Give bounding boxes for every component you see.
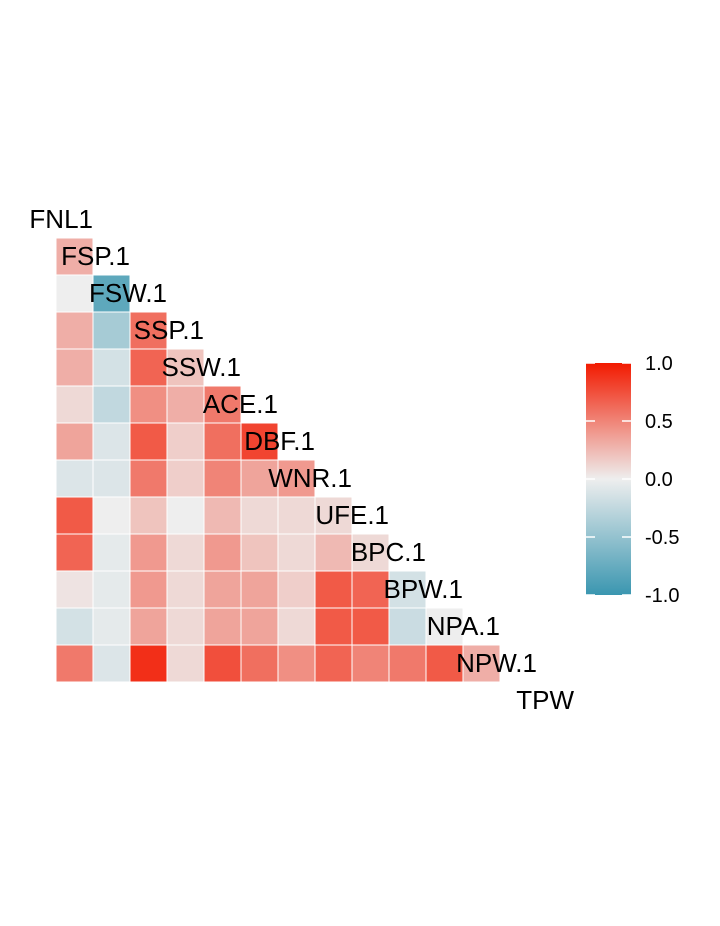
heatmap-cell-npw-ssw [203,644,242,683]
heatmap-cell-ace-ssp [166,385,205,424]
heatmap-cell-bpw-bpc [388,570,427,609]
diagonal-label-npw: NPW.1 [456,648,537,678]
diagonal-label-fnl: FNL1 [29,204,93,234]
heatmap-cell-ssp-fnl [55,311,94,350]
color-legend: 1.0 0.5 0.0 -0.5 -1.0 [586,353,679,607]
diagonal-label-bpc: BPC.1 [351,537,426,567]
heatmap-cell-bpc-fnl [55,533,94,572]
heatmap-cell-npw-npa [462,644,501,683]
heatmap-cell-dbf-fsp [92,422,131,461]
heatmap-cell-ufe-fsw [129,496,168,535]
heatmap-cell-npw-fnl [55,644,94,683]
heatmap-cell-ace-fsw [129,385,168,424]
diagonal-label-wnr: WNR.1 [268,463,352,493]
diagonal-label-ssp: SSP.1 [134,315,204,345]
heatmap-cell-dbf-ace [240,422,279,461]
heatmap-cell-npa-ufe [351,607,390,646]
heatmap-cell-dbf-ssw [203,422,242,461]
legend-tick-label: -0.5 [645,527,679,549]
heatmap-cell-npw-ace [240,644,279,683]
heatmap-cell-wnr-ssw [203,459,242,498]
heatmap-cell-npa-bpw [425,607,464,646]
diagonal-label-ssw: SSW.1 [162,352,241,382]
heatmap-cell-ssp-fsw [129,311,168,350]
heatmap-cell-ufe-fnl [55,496,94,535]
heatmap-cell-npw-ufe [351,644,390,683]
heatmap-cell-npw-dbf [277,644,316,683]
heatmap-cell-ufe-wnr [314,496,353,535]
heatmap-cell-bpc-ssp [166,533,205,572]
heatmap-cell-bpw-fnl [55,570,94,609]
heatmap-cell-fsw-fnl [55,274,94,313]
diagonal-label-fsp: FSP.1 [61,241,130,271]
heatmap-cell-bpw-ace [240,570,279,609]
heatmap-cell-bpc-ace [240,533,279,572]
heatmap-cell-dbf-fnl [55,422,94,461]
heatmap-cell-npw-ssp [166,644,205,683]
heatmap-cell-bpw-fsp [92,570,131,609]
heatmap-cell-ssp-fsp [92,311,131,350]
heatmap-cell-ufe-ssw [203,496,242,535]
heatmap-cell-wnr-ssp [166,459,205,498]
diagonal-label-bpw: BPW.1 [384,574,463,604]
heatmap-cell-bpc-wnr [314,533,353,572]
heatmap-cell-ufe-dbf [277,496,316,535]
diagonal-labels: FNL1 FSP.1 FSW.1 SSP.1 SSW.1 ACE.1 DBF.1 WNR.1 U… [29,204,574,715]
heatmap-cell-ssw-fsp [92,348,131,387]
heatmap-cell-bpc-ssw [203,533,242,572]
heatmap-cell-npa-dbf [277,607,316,646]
heatmap-cell-bpc-ufe [351,533,390,572]
heatmap-cell-bpc-dbf [277,533,316,572]
heatmap-cell-npw-bpc [388,644,427,683]
heatmap-cell-fsp-fnl [55,237,94,276]
heatmap-cell-wnr-dbf [277,459,316,498]
heatmap-cell-npa-ssw [203,607,242,646]
heatmap-cell-npw-fsp [92,644,131,683]
heatmap-cells [55,237,501,683]
heatmap-cell-bpw-wnr [314,570,353,609]
diagonal-label-fsw: FSW.1 [89,278,167,308]
heatmap-cell-wnr-fsp [92,459,131,498]
heatmap-cell-ssw-ssp [166,348,205,387]
heatmap-cell-npa-bpc [388,607,427,646]
heatmap-cell-bpw-ssw [203,570,242,609]
legend-tick-label: 1.0 [645,353,673,375]
heatmap-cell-bpc-fsp [92,533,131,572]
heatmap-cell-wnr-fnl [55,459,94,498]
heatmap-cell-bpw-dbf [277,570,316,609]
heatmap-cell-wnr-ace [240,459,279,498]
heatmap-cell-ace-fnl [55,385,94,424]
heatmap-cell-ssw-fnl [55,348,94,387]
diagonal-label-npa: NPA.1 [427,611,500,641]
heatmap-cell-ace-fsp [92,385,131,424]
diagonal-label-ufe: UFE.1 [315,500,389,530]
heatmap-cell-npa-wnr [314,607,353,646]
legend-tick-label: -1.0 [645,585,679,607]
diagonal-label-tpw: TPW [516,685,574,715]
heatmap-cell-dbf-fsw [129,422,168,461]
heatmap-cell-npa-fsp [92,607,131,646]
heatmap-cell-npa-ace [240,607,279,646]
heatmap-cell-npa-fsw [129,607,168,646]
legend-tick-label: 0.0 [645,469,673,491]
heatmap-cell-npw-wnr [314,644,353,683]
heatmap-cell-bpw-fsw [129,570,168,609]
heatmap-cell-bpw-ufe [351,570,390,609]
heatmap-cell-npw-fsw [129,644,168,683]
heatmap-cell-ufe-ssp [166,496,205,535]
heatmap-cell-ufe-ace [240,496,279,535]
heatmap-cell-npa-ssp [166,607,205,646]
heatmap-cell-wnr-fsw [129,459,168,498]
diagonal-label-dbf: DBF.1 [244,426,315,456]
heatmap-cell-ufe-fsp [92,496,131,535]
heatmap-cell-dbf-ssp [166,422,205,461]
heatmap-cell-npa-fnl [55,607,94,646]
legend-tick-label: 0.5 [645,411,673,433]
diagonal-label-ace: ACE.1 [203,389,278,419]
heatmap-cell-npw-bpw [425,644,464,683]
heatmap-cell-bpw-ssp [166,570,205,609]
heatmap-cell-bpc-fsw [129,533,168,572]
